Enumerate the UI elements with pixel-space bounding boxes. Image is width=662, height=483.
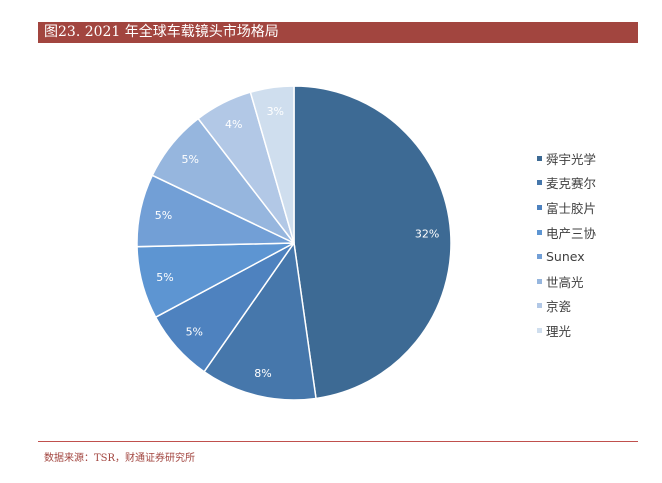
legend-item: 富士胶片 [537, 195, 596, 220]
legend-item: 电产三协 [537, 220, 596, 245]
legend-item: 麦克赛尔 [537, 171, 596, 196]
pie-slice-2 [203, 241, 317, 401]
pie-value-label: 8% [254, 367, 271, 380]
legend-swatch [537, 204, 542, 210]
legend-item: 世高光 [537, 269, 596, 294]
legend-label: 舜宇光学 [546, 151, 597, 167]
legend-item: Sunex [537, 244, 596, 269]
title-bar: 图23. 2021 年全球车载镜头市场格局 [38, 22, 638, 43]
source-divider [38, 441, 638, 442]
pie-slice-8 [249, 85, 295, 244]
legend-label: 理光 [546, 323, 572, 339]
legend-swatch [537, 303, 542, 309]
legend-swatch [537, 155, 542, 161]
legend-label: 麦克赛尔 [546, 176, 597, 192]
legend-swatch [537, 254, 542, 260]
pie-value-label: 5% [186, 326, 203, 339]
source-note: 数据来源：TSR，财通证券研究所 [44, 453, 196, 464]
chart-title: 图23. 2021 年全球车载镜头市场格局 [44, 24, 279, 40]
legend-swatch [537, 180, 542, 186]
pie-slice-1 [293, 85, 452, 400]
pie-value-label: 32% [415, 228, 439, 241]
pie-value-label: 5% [155, 209, 172, 222]
legend-item: 舜宇光学 [537, 146, 596, 171]
legend-label: 世高光 [546, 274, 584, 290]
legend-item: 京瓷 [537, 294, 596, 319]
legend-swatch [537, 327, 542, 333]
legend-label: 京瓷 [546, 299, 572, 315]
pie-slices [136, 85, 452, 401]
pie-value-label: 5% [156, 271, 173, 284]
legend-label: Sunex [546, 249, 585, 265]
chart-legend: 舜宇光学麦克赛尔富士胶片电产三协 Sunex 世高光京瓷理光 [537, 146, 596, 343]
pie-value-label: 5% [181, 153, 198, 166]
legend-swatch [537, 229, 542, 235]
legend-label: 富士胶片 [546, 200, 597, 216]
pie-value-labels: 32% 8% 5% 5% 5% 5% 4% 3% [155, 105, 440, 380]
legend-item: 理光 [537, 318, 596, 343]
legend-label: 电产三协 [546, 225, 597, 241]
pie-value-label: 3% [267, 105, 284, 118]
legend-swatch [537, 278, 542, 284]
pie-value-label: 4% [225, 118, 242, 131]
